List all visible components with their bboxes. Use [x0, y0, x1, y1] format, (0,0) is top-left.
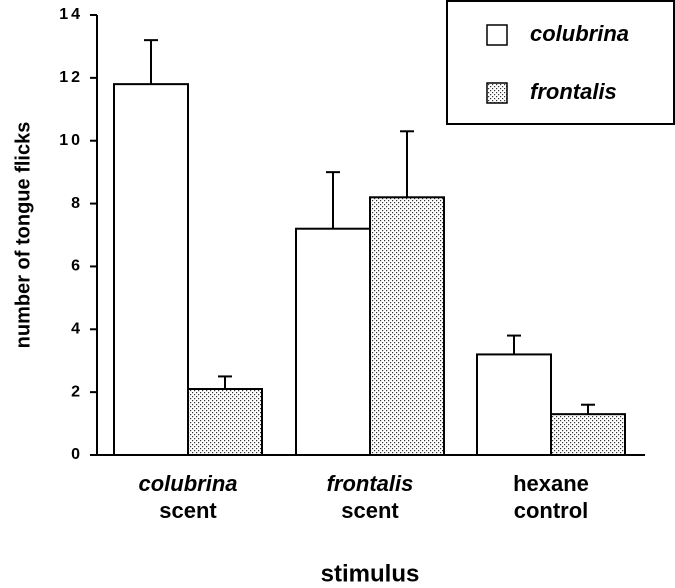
- y-axis-label: number of tongue flicks: [12, 122, 34, 349]
- x-tick-label: colubrina: [138, 471, 237, 496]
- legend-label: frontalis: [530, 79, 617, 104]
- x-axis-label: stimulus: [321, 560, 420, 587]
- x-tick-label: frontalis: [327, 471, 414, 496]
- y-tick-label: 14: [59, 6, 83, 23]
- bar: [369, 196, 445, 457]
- bar: [113, 83, 189, 457]
- bar: [476, 353, 552, 456]
- y-tick-label: 2: [71, 383, 83, 400]
- x-tick-label: scent: [159, 498, 217, 523]
- bar: [187, 388, 263, 456]
- y-tick-label: 8: [71, 195, 83, 212]
- bar: [550, 413, 626, 456]
- y-tick-label: 10: [59, 132, 83, 149]
- y-tick-label: 4: [71, 321, 83, 338]
- y-tick-label: 6: [71, 258, 83, 275]
- y-tick-label: 12: [59, 69, 83, 86]
- legend-label: colubrina: [530, 21, 629, 46]
- bar: [295, 227, 371, 456]
- legend-swatch: [486, 82, 508, 104]
- x-tick-label: scent: [341, 498, 399, 523]
- x-tick-label: hexane: [513, 471, 589, 496]
- legend-box: [446, 0, 675, 125]
- legend-swatch: [486, 24, 508, 46]
- y-tick-label: 0: [71, 446, 83, 463]
- x-tick-label: control: [514, 498, 589, 523]
